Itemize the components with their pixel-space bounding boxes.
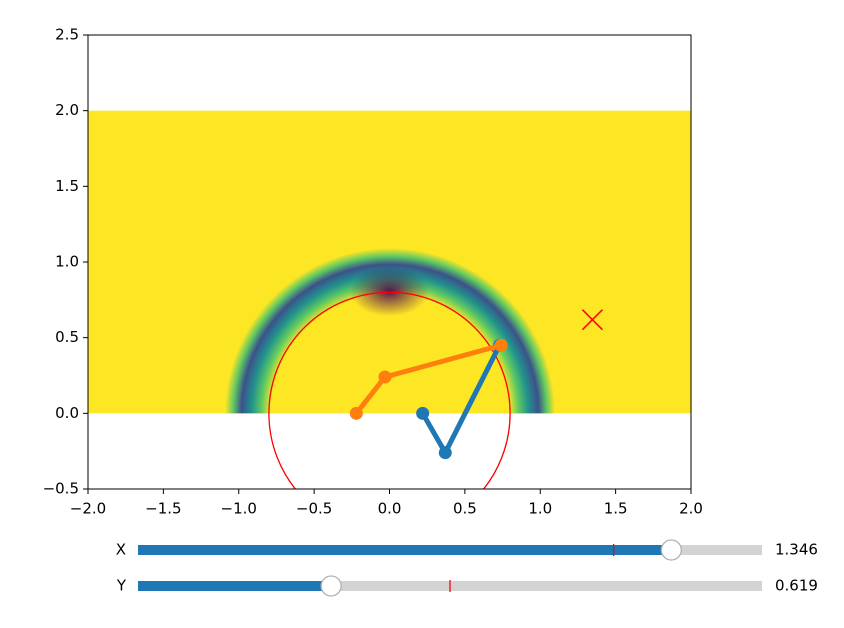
- y-tick-label: 1.0: [55, 253, 79, 271]
- overlay: −2.0 −1.5 −1.0 −0.5 0.0 0.5 1.0 1.5 2.0 −0.5 0.0 0.…: [43, 26, 703, 518]
- plot-area: [88, 110, 691, 489]
- x-tick-label: −1.0: [221, 500, 257, 518]
- joint: [349, 406, 363, 420]
- slider-value: 1.346: [775, 541, 818, 559]
- slider-handle[interactable]: [660, 539, 682, 561]
- x-tick-label: −1.5: [145, 500, 181, 518]
- target-marker: [581, 309, 603, 331]
- slider-label: Y: [116, 577, 127, 595]
- y-tick-label: 0.0: [55, 404, 79, 422]
- slider-fill: [138, 545, 672, 555]
- x-tick-label: 0.5: [453, 500, 477, 518]
- joint: [378, 370, 392, 384]
- y-tick-label: 0.5: [55, 328, 79, 346]
- joint: [494, 338, 508, 352]
- slider-label: X: [116, 541, 126, 559]
- y-tick-label: 2.5: [55, 26, 79, 44]
- slider-handle[interactable]: [320, 575, 342, 597]
- joint: [438, 446, 452, 460]
- x-tick-label: 1.5: [604, 500, 628, 518]
- heatmap-band: [224, 248, 555, 414]
- slider-value: 0.619: [775, 577, 818, 595]
- y-tick-label: 1.5: [55, 177, 79, 195]
- reach-circle: [268, 291, 511, 489]
- x-tick-label: −0.5: [296, 500, 332, 518]
- x-tick-label: −2.0: [70, 500, 106, 518]
- heatmap-dark: [349, 266, 430, 317]
- joint: [416, 406, 430, 420]
- x-tick-label: 1.0: [528, 500, 552, 518]
- x-tick-label: 2.0: [679, 500, 703, 518]
- y-tick-label: −0.5: [43, 480, 79, 498]
- slider-fill: [138, 581, 332, 591]
- x-tick-label: 0.0: [378, 500, 402, 518]
- y-tick-label: 2.0: [55, 101, 79, 119]
